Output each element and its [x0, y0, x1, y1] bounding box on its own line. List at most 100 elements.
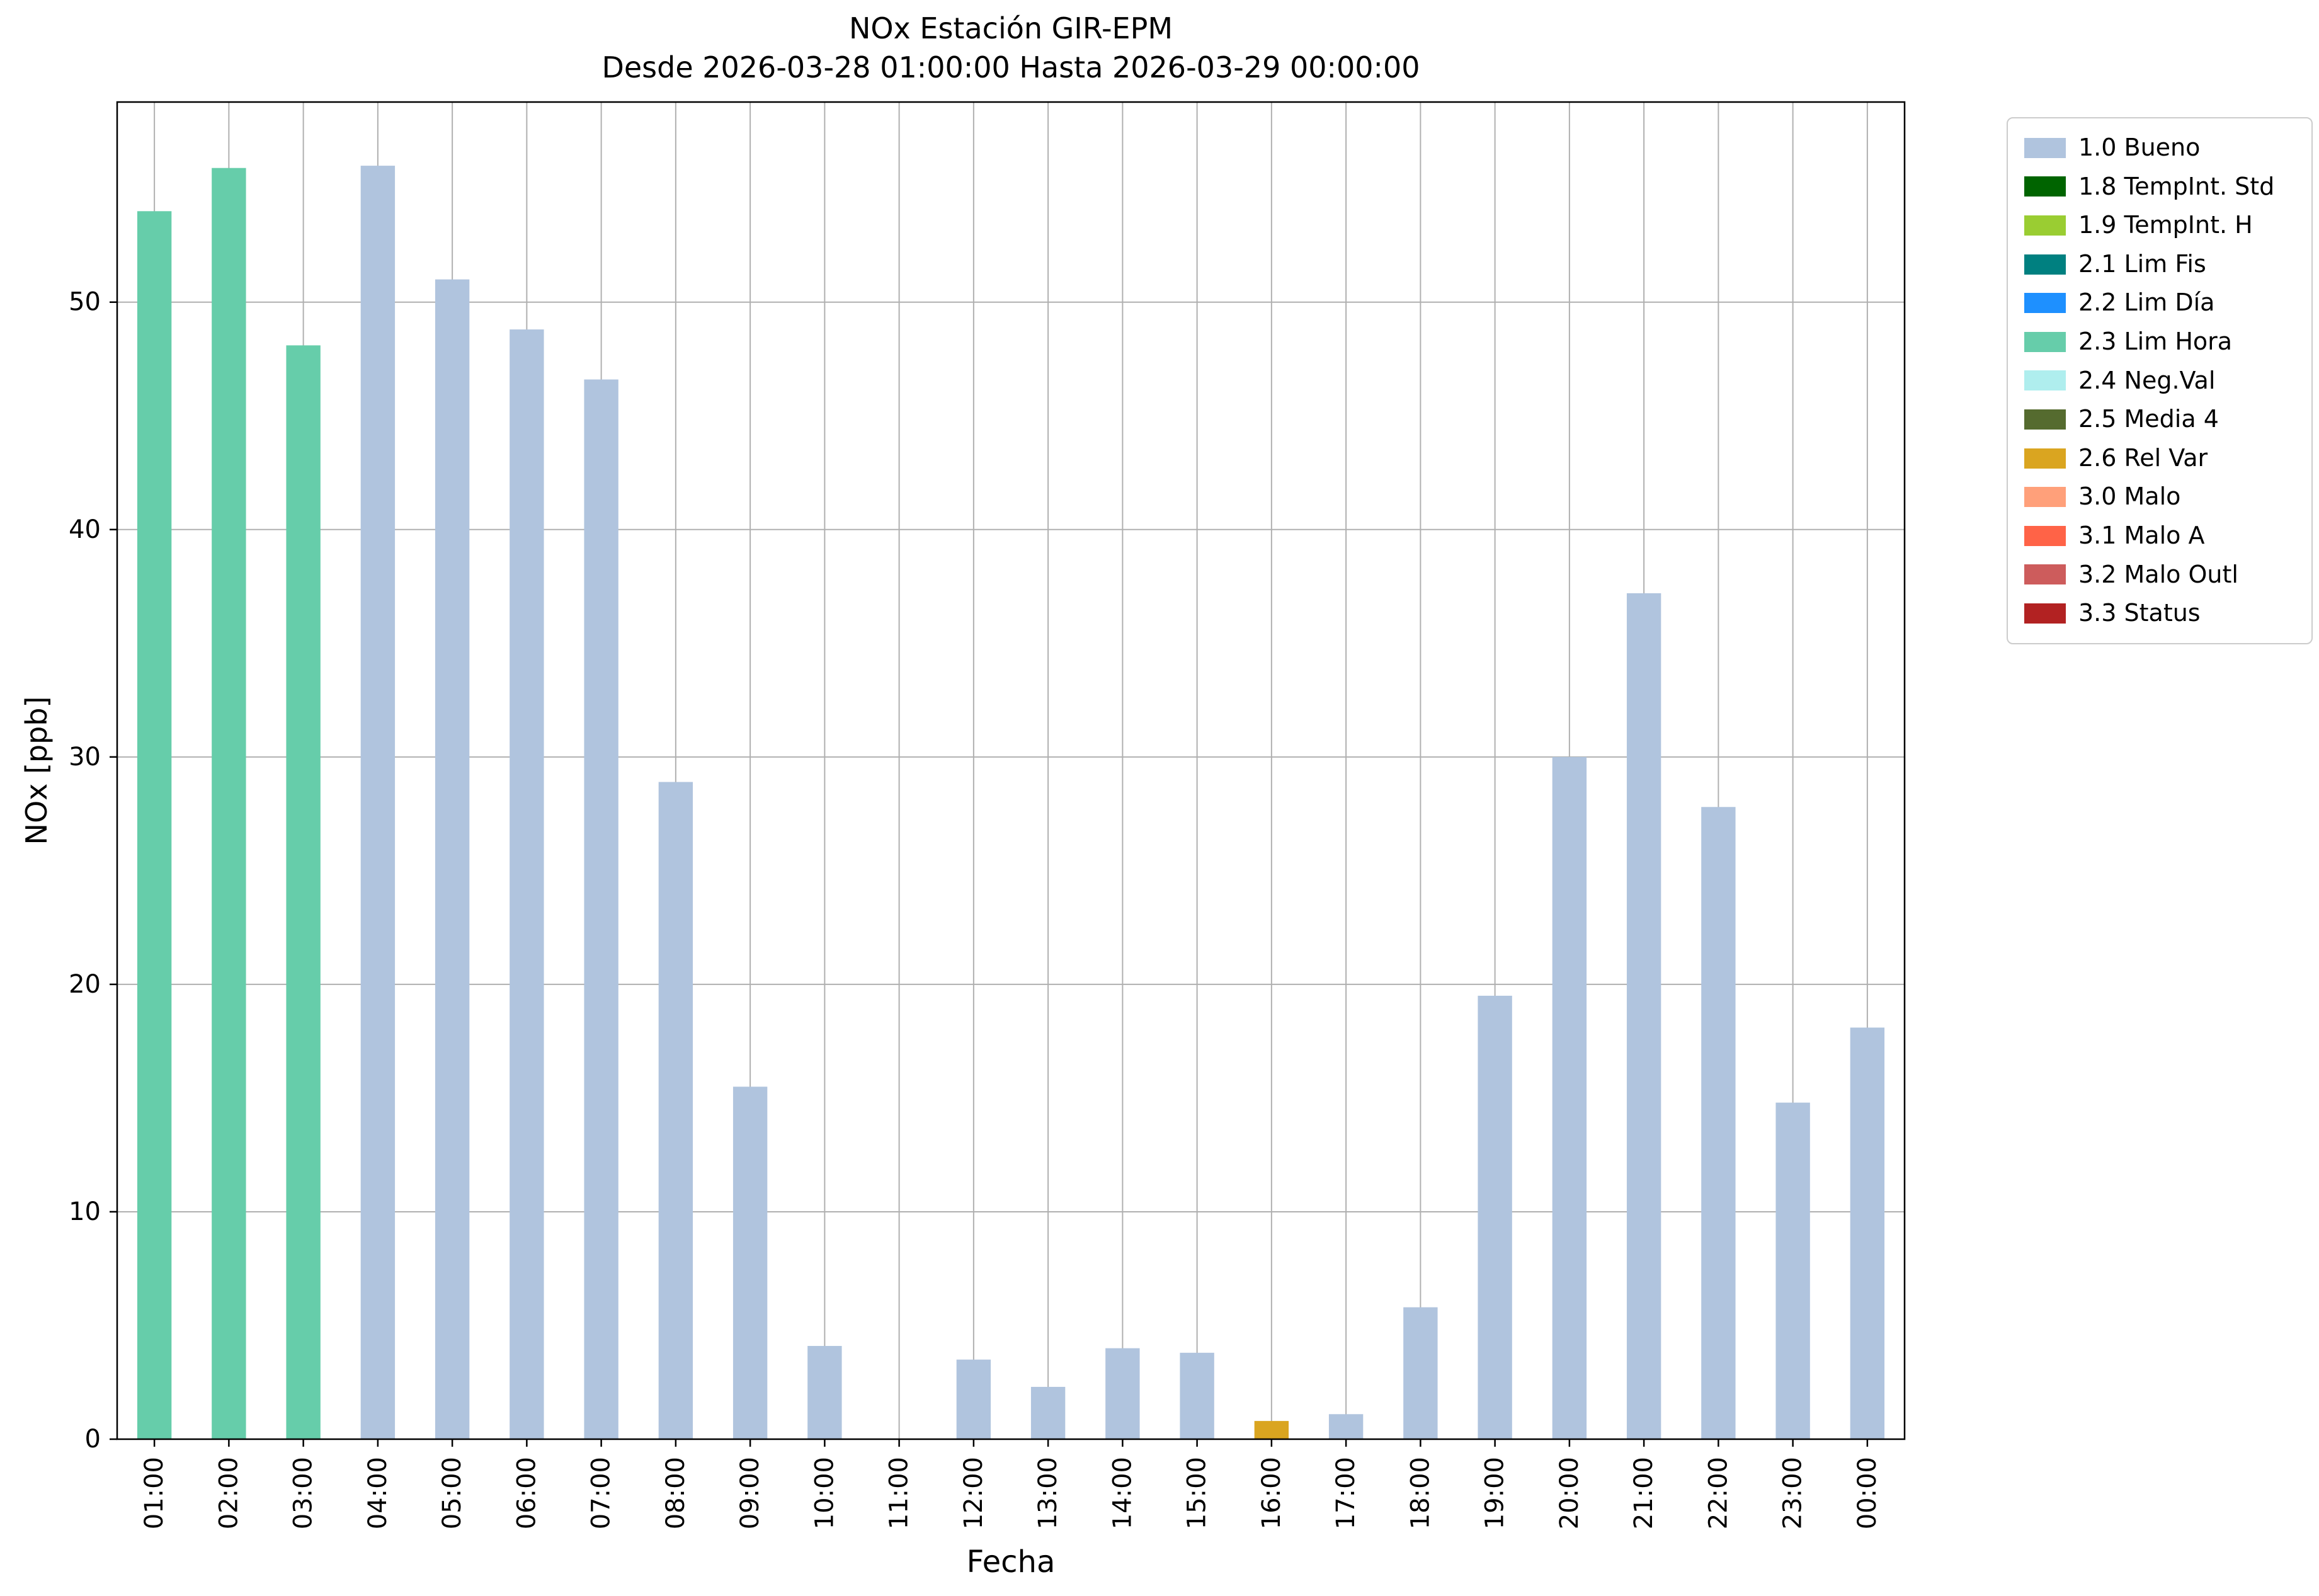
legend-swatch [2024, 331, 2066, 352]
legend-item: 2.2 Lim Día [2024, 288, 2295, 317]
x-tick-label: 09:00 [736, 1457, 765, 1529]
x-tick-label: 20:00 [1555, 1457, 1584, 1529]
x-tick-label: 12:00 [959, 1457, 988, 1529]
legend-item: 2.6 Rel Var [2024, 444, 2295, 473]
bar-18:00 [1403, 1307, 1438, 1439]
legend-label: 2.1 Lim Fis [2078, 249, 2206, 278]
bar-04:00 [360, 166, 396, 1440]
legend-item: 3.0 Malo [2024, 482, 2295, 511]
x-tick-label: 21:00 [1629, 1457, 1658, 1529]
x-tick-label: 06:00 [512, 1457, 541, 1529]
legend-label: 3.3 Status [2078, 599, 2201, 627]
legend-item: 3.2 Malo Outl [2024, 561, 2295, 590]
legend-label: 3.2 Malo Outl [2078, 560, 2238, 588]
x-tick-label: 13:00 [1034, 1457, 1063, 1529]
legend-swatch [2024, 176, 2066, 197]
legend-label: 2.4 Neg.Val [2078, 366, 2216, 394]
legend-item: 2.3 Lim Hora [2024, 328, 2295, 356]
legend-label: 1.0 Bueno [2078, 134, 2201, 161]
legend-swatch [2024, 137, 2066, 158]
x-tick-label: 14:00 [1108, 1457, 1137, 1529]
legend-swatch [2024, 603, 2066, 624]
bar-00:00 [1850, 1027, 1885, 1439]
legend-label: 3.0 Malo [2078, 482, 2181, 511]
bar-08:00 [658, 782, 693, 1439]
x-tick-label: 11:00 [885, 1457, 914, 1529]
legend-label: 2.6 Rel Var [2078, 443, 2208, 472]
bar-09:00 [732, 1086, 768, 1439]
x-tick-label: 18:00 [1406, 1457, 1435, 1529]
legend-swatch [2024, 254, 2066, 275]
y-tick-label: 30 [69, 743, 101, 772]
legend-label: 1.8 TempInt. Std [2078, 172, 2275, 200]
y-tick-label: 0 [85, 1425, 101, 1454]
legend-swatch [2024, 409, 2066, 430]
legend-item: 2.4 Neg.Val [2024, 367, 2295, 396]
bar-22:00 [1701, 807, 1736, 1439]
legend-swatch [2024, 525, 2066, 546]
legend-swatch [2024, 215, 2066, 236]
title-block: NOx Estación GIR-EPM Desde 2026-03-28 01… [117, 9, 1905, 87]
legend-box: 1.0 Bueno 1.8 TempInt. Std 1.9 TempInt. H 2… [2007, 117, 2313, 644]
bar-05:00 [435, 279, 470, 1439]
legend-label: 1.9 TempInt. H [2078, 211, 2253, 239]
y-tick-label: 50 [69, 288, 101, 317]
x-tick-label: 19:00 [1481, 1457, 1510, 1529]
x-tick-label: 17:00 [1331, 1457, 1360, 1529]
chart-subtitle: Desde 2026-03-28 01:00:00 Hasta 2026-03-… [601, 50, 1420, 85]
bar-06:00 [510, 329, 544, 1439]
legend-label: 2.2 Lim Día [2078, 288, 2215, 317]
legend-item: 1.9 TempInt. H [2024, 211, 2295, 240]
bar-17:00 [1328, 1414, 1364, 1439]
legend-item: 1.8 TempInt. Std [2024, 173, 2295, 202]
x-tick-label: 10:00 [810, 1457, 839, 1529]
legend-label: 2.3 Lim Hora [2078, 327, 2233, 355]
plot-border [116, 101, 1906, 1440]
bar-03:00 [286, 345, 321, 1439]
x-axis-label: Fecha [967, 1544, 1056, 1580]
bar-07:00 [584, 379, 618, 1440]
legend-swatch [2024, 487, 2066, 508]
legend-swatch [2024, 370, 2066, 391]
bar-10:00 [807, 1345, 842, 1439]
bar-02:00 [212, 168, 246, 1439]
x-tick-label: 01:00 [140, 1457, 169, 1529]
legend-swatch [2024, 564, 2066, 585]
x-tick-label: 03:00 [289, 1457, 318, 1529]
legend-item: 3.3 Status [2024, 599, 2295, 628]
x-tick-label: 07:00 [587, 1457, 616, 1529]
x-tick-label: 02:00 [214, 1457, 243, 1529]
x-tick-label: 16:00 [1257, 1457, 1286, 1529]
x-tick-label: 22:00 [1704, 1457, 1733, 1529]
x-tick-label: 04:00 [363, 1457, 392, 1529]
legend-label: 2.5 Media 4 [2078, 405, 2219, 433]
bar-16:00 [1254, 1421, 1289, 1439]
legend-item: 3.1 Malo A [2024, 522, 2295, 550]
bar-23:00 [1775, 1102, 1810, 1439]
x-tick-label: 15:00 [1183, 1457, 1212, 1529]
bar-15:00 [1180, 1352, 1214, 1439]
legend-item: 2.1 Lim Fis [2024, 250, 2295, 279]
bar-01:00 [137, 211, 172, 1439]
bar-21:00 [1626, 593, 1661, 1439]
bar-19:00 [1478, 995, 1512, 1439]
legend-item: 2.5 Media 4 [2024, 405, 2295, 434]
x-tick-label: 08:00 [661, 1457, 690, 1529]
y-tick-label: 40 [69, 515, 101, 544]
bar-12:00 [956, 1359, 991, 1439]
bar-14:00 [1105, 1348, 1140, 1439]
y-axis-label: NOx [ppb] [20, 697, 54, 845]
legend-label: 3.1 Malo A [2078, 521, 2205, 549]
x-tick-label: 00:00 [1853, 1457, 1882, 1529]
x-tick-label: 05:00 [438, 1457, 467, 1529]
legend-swatch [2024, 448, 2066, 469]
y-tick-label: 20 [69, 970, 101, 999]
x-tick-label: 23:00 [1779, 1457, 1808, 1529]
bar-20:00 [1552, 756, 1587, 1439]
legend-swatch [2024, 293, 2066, 314]
bar-13:00 [1030, 1386, 1066, 1439]
legend-item: 1.0 Bueno [2024, 134, 2295, 162]
y-tick-label: 10 [69, 1197, 101, 1226]
chart-title: NOx Estación GIR-EPM [848, 11, 1173, 45]
